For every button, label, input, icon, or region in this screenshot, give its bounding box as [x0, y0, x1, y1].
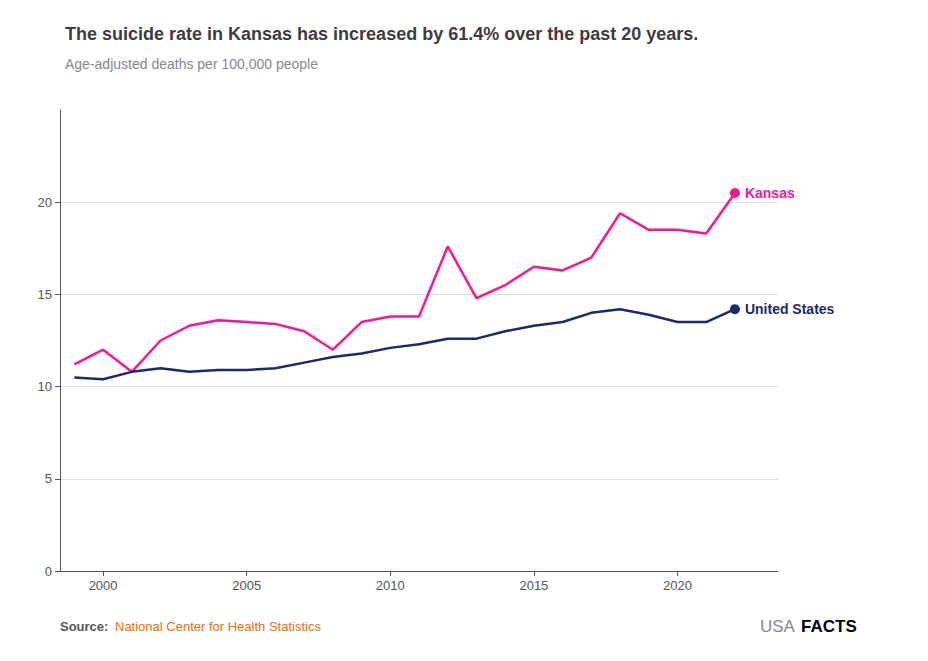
svg-text:10: 10 — [38, 379, 52, 394]
svg-text:15: 15 — [38, 287, 52, 302]
svg-text:Kansas: Kansas — [745, 185, 795, 201]
svg-text:FACTS: FACTS — [801, 617, 857, 636]
svg-text:2005: 2005 — [232, 578, 261, 593]
svg-text:2010: 2010 — [376, 578, 405, 593]
svg-text:National Center for Health Sta: National Center for Health Statistics — [115, 619, 321, 634]
svg-text:0: 0 — [45, 564, 52, 579]
svg-text:2020: 2020 — [663, 578, 692, 593]
svg-text:Source:: Source: — [60, 619, 108, 634]
svg-text:2015: 2015 — [519, 578, 548, 593]
svg-text:The suicide rate in Kansas has: The suicide rate in Kansas has increased… — [65, 24, 698, 44]
svg-text:USA: USA — [760, 617, 796, 636]
svg-text:Age-adjusted deaths per 100,00: Age-adjusted deaths per 100,000 people — [65, 56, 318, 72]
svg-text:5: 5 — [45, 471, 52, 486]
svg-text:2000: 2000 — [89, 578, 118, 593]
svg-text:United States: United States — [745, 301, 835, 317]
svg-text:20: 20 — [38, 195, 52, 210]
